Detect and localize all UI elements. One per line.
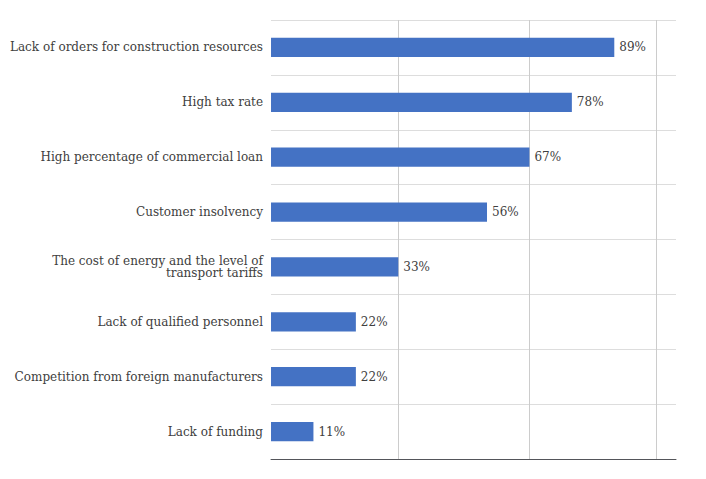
svg-text:The cost of energy and the lev: The cost of energy and the level of xyxy=(52,253,263,268)
svg-text:High percentage of commercial: High percentage of commercial loan xyxy=(40,150,263,164)
svg-text:transport tariffs: transport tariffs xyxy=(166,266,263,280)
svg-text:High tax rate: High tax rate xyxy=(182,95,263,109)
svg-text:89%: 89% xyxy=(619,40,646,54)
svg-text:56%: 56% xyxy=(492,205,519,219)
svg-text:78%: 78% xyxy=(577,95,604,109)
svg-text:22%: 22% xyxy=(361,370,388,384)
svg-text:67%: 67% xyxy=(534,150,561,164)
svg-text:Lack of orders for constructio: Lack of orders for construction resource… xyxy=(10,40,263,54)
svg-text:Lack of funding: Lack of funding xyxy=(168,425,264,439)
svg-text:33%: 33% xyxy=(403,260,430,274)
svg-text:11%: 11% xyxy=(318,425,345,439)
svg-text:22%: 22% xyxy=(361,315,388,329)
svg-text:Competition from foreign manuf: Competition from foreign manufacturers xyxy=(15,370,263,384)
svg-text:Customer insolvency: Customer insolvency xyxy=(136,205,263,219)
svg-text:Lack of qualified personnel: Lack of qualified personnel xyxy=(97,315,263,329)
